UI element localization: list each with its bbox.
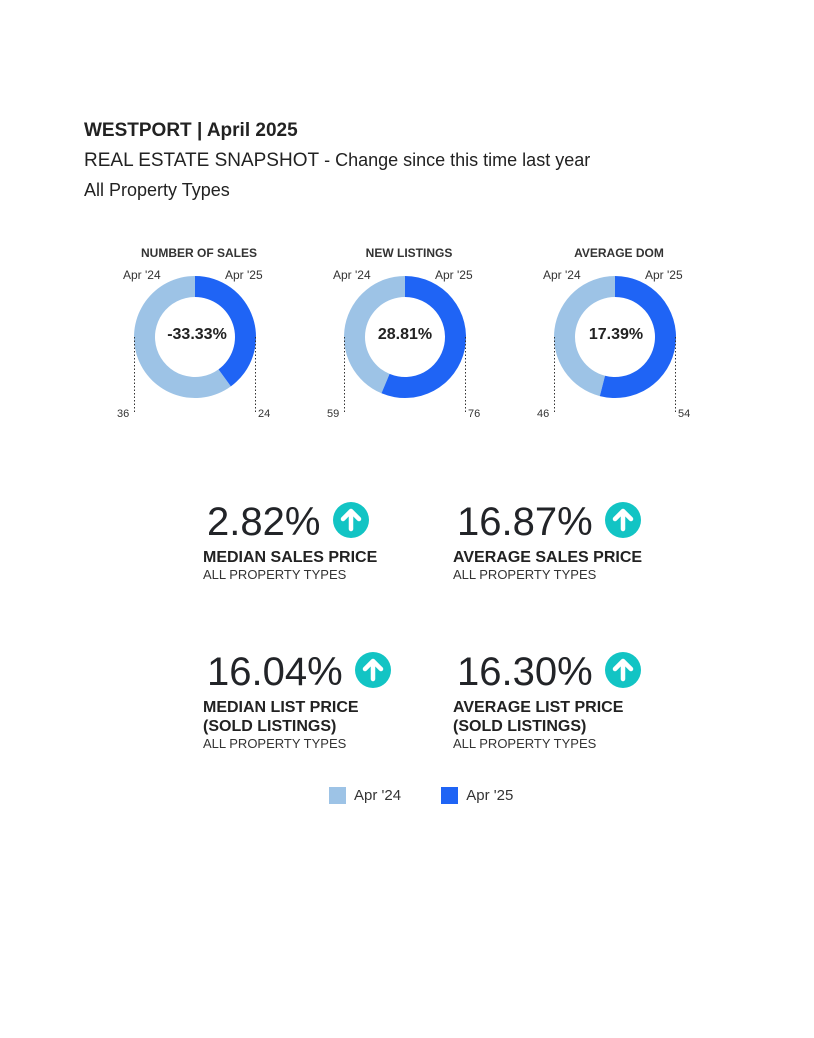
donut-center-value: 28.81% (377, 326, 433, 343)
stat-subtitle: ALL PROPERTY TYPES (453, 736, 597, 751)
donut-center-value: 17.39% (588, 326, 644, 343)
donut-segment-current (599, 276, 676, 398)
up-arrow-icon (605, 651, 642, 693)
legend-swatch-current (441, 787, 459, 804)
stat-name: MEDIAN SALES PRICE (203, 549, 378, 566)
stat-subtitle: ALL PROPERTY TYPES (203, 736, 347, 751)
stat-name: AVERAGE SALES PRICE (453, 549, 643, 566)
up-arrow-icon (355, 651, 392, 693)
donut-current-label: Apr '25 (435, 268, 473, 282)
property-types-label: All Property Types (84, 180, 230, 200)
legend-label-current: Apr '25 (466, 787, 514, 804)
stat-value: 16.30% (457, 650, 593, 694)
donut-prev-label: Apr '24 (333, 268, 371, 282)
legend-item-prev: Apr '24 (329, 787, 401, 804)
donut-new-listings: NEW LISTINGS Apr '24 Apr '25 28.81% 59 7… (327, 246, 544, 426)
stat-value: 2.82% (207, 500, 321, 544)
stat-name: AVERAGE LIST PRICE (453, 699, 624, 716)
donut-prev-value: 59 (327, 408, 340, 420)
donut-current-label: Apr '25 (225, 268, 263, 282)
donut-title: NEW LISTINGS (365, 246, 453, 260)
stat-name: MEDIAN LIST PRICE (203, 699, 359, 716)
legend-item-current: Apr '25 (441, 787, 513, 804)
donut-title: AVERAGE DOM (574, 246, 664, 260)
stat-name-line2: (SOLD LISTINGS) (203, 718, 337, 735)
stat-value: 16.04% (207, 650, 343, 694)
donut-chart (554, 276, 676, 413)
donut-segment-prev (134, 276, 231, 398)
up-arrow-icon (332, 501, 369, 543)
stat-average-list-price: 16.30% AVERAGE LIST PRICE (SOLD LISTINGS… (453, 650, 713, 752)
stat-name-line2: (SOLD LISTINGS) (453, 718, 587, 735)
donut-segment-current (195, 276, 256, 387)
stat-subtitle: ALL PROPERTY TYPES (453, 567, 597, 582)
donut-prev-label: Apr '24 (123, 268, 161, 282)
donut-prev-value: 46 (537, 408, 550, 420)
subtitle-tail: - Change since this time last year (319, 150, 591, 170)
stat-median-sales-price: 2.82% MEDIAN SALES PRICE ALL PROPERTY TY… (203, 500, 463, 583)
stat-subtitle: ALL PROPERTY TYPES (203, 567, 347, 582)
donut-current-label: Apr '25 (645, 268, 683, 282)
report-title: WESTPORT | April 2025 (84, 120, 298, 141)
stat-average-sales-price: 16.87% AVERAGE SALES PRICE ALL PROPERTY … (453, 500, 713, 583)
donut-title: NUMBER OF SALES (140, 246, 257, 260)
donut-number-of-sales: NUMBER OF SALES Apr '24 Apr '25 -33.33% … (117, 246, 334, 426)
donut-chart (344, 276, 467, 413)
donut-segment-current (381, 276, 467, 398)
donut-center-value: -33.33% (167, 326, 227, 343)
donut-segment-prev (554, 276, 615, 397)
donut-current-value: 76 (468, 408, 481, 420)
stat-median-list-price: 16.04% MEDIAN LIST PRICE (SOLD LISTINGS)… (203, 650, 463, 752)
donut-segment-prev (344, 276, 405, 394)
donut-prev-label: Apr '24 (543, 268, 581, 282)
up-arrow-icon (605, 501, 642, 543)
donut-chart (134, 276, 256, 413)
stat-value: 16.87% (457, 500, 593, 544)
donut-average-dom: AVERAGE DOM Apr '24 Apr '25 17.39% 46 54 (537, 246, 754, 426)
legend-label-prev: Apr '24 (354, 787, 402, 804)
legend: Apr '24 Apr '25 (329, 787, 549, 808)
donut-current-value: 24 (258, 408, 271, 420)
donut-current-value: 54 (678, 408, 691, 420)
donut-prev-value: 36 (117, 408, 130, 420)
subtitle-main: REAL ESTATE SNAPSHOT (84, 150, 320, 171)
report-subtitle: REAL ESTATE SNAPSHOT - Change since this… (84, 150, 590, 172)
legend-swatch-prev (329, 787, 346, 804)
